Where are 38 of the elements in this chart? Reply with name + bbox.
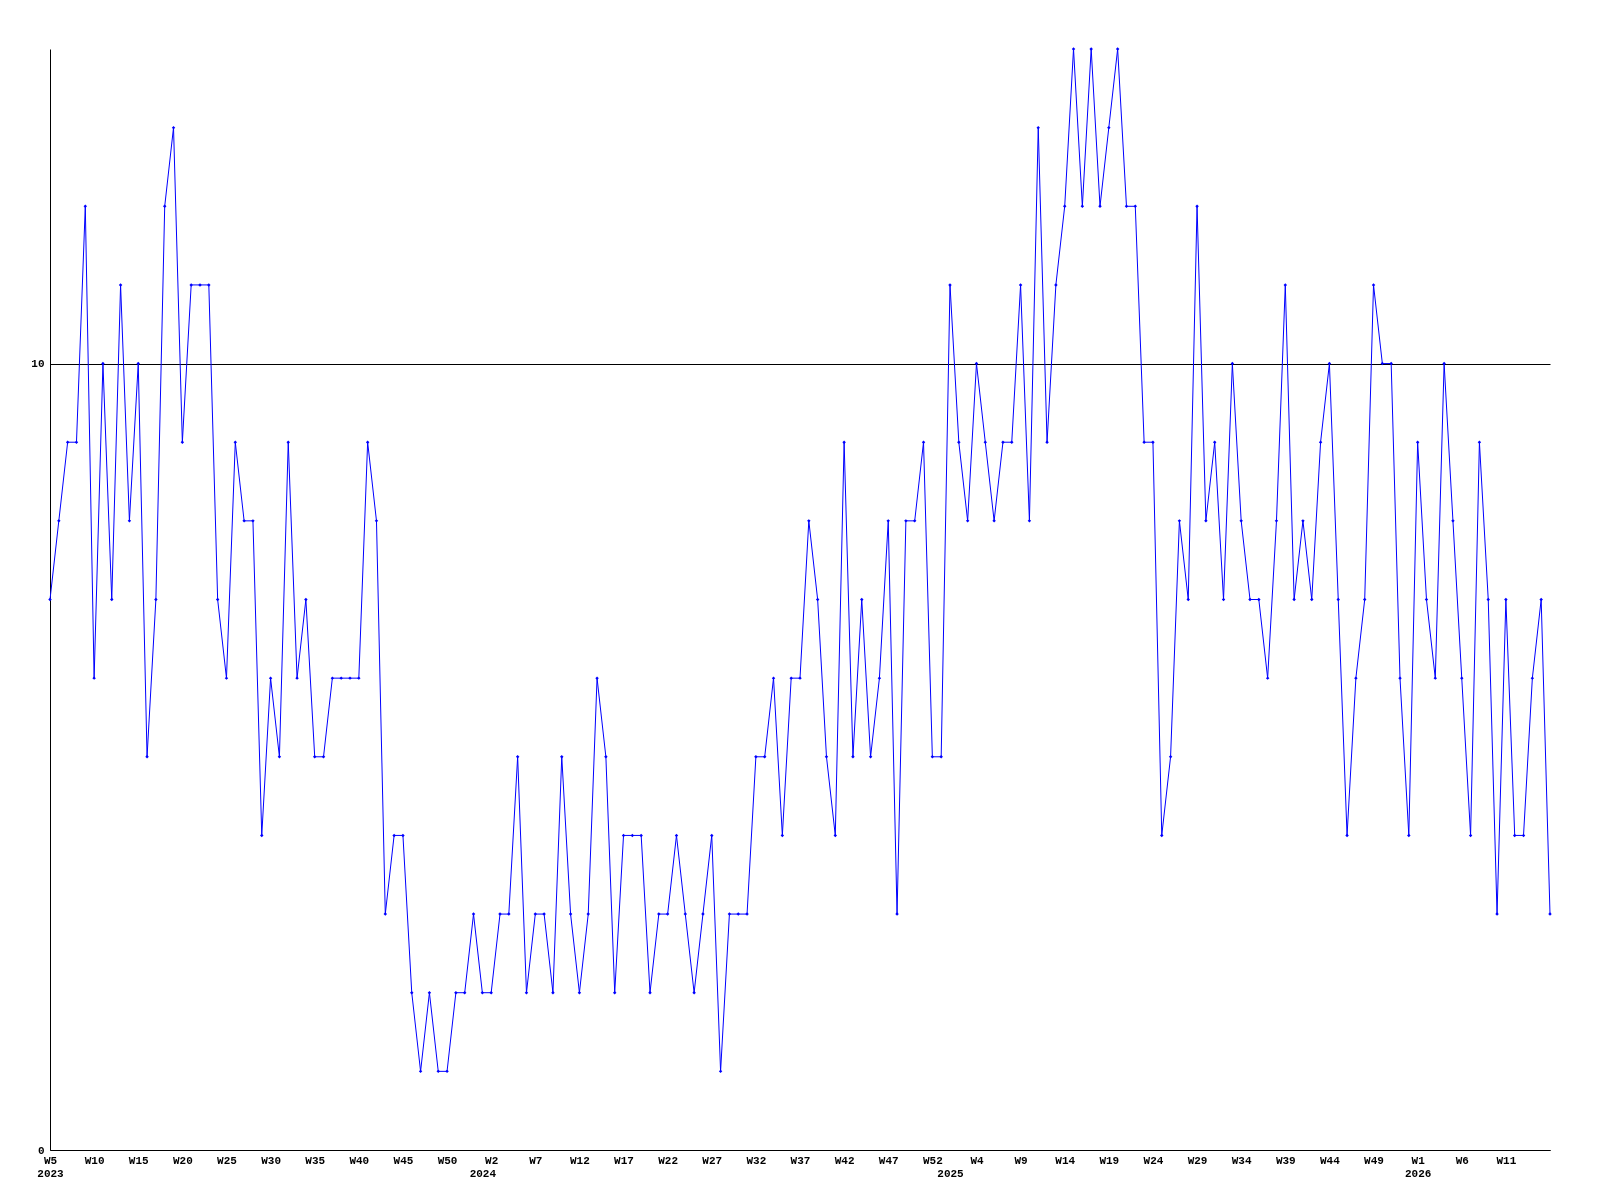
x-tick-label: W52 <box>922 1154 943 1167</box>
x-tick-label: W11 <box>1496 1154 1517 1167</box>
x-tick-label: W12 <box>570 1154 590 1167</box>
x-tick-label: W32 <box>746 1154 767 1167</box>
x-tick-label: W39 <box>1275 1154 1296 1167</box>
x-tick-label: W2 <box>485 1154 499 1167</box>
x-tick-label: W45 <box>393 1154 414 1167</box>
x-tick-label: W6 <box>1455 1154 1469 1167</box>
y-tick-label: 0 <box>37 1144 45 1157</box>
x-tick-label: W35 <box>305 1154 326 1167</box>
x-tick-label: W15 <box>128 1154 150 1167</box>
x-tick-label: W20 <box>172 1154 193 1167</box>
x-tick-label: W50 <box>437 1154 458 1167</box>
x-tick-label: 2024 <box>469 1167 497 1180</box>
x-tick-label: W19 <box>1099 1154 1120 1167</box>
x-tick-label: W24 <box>1143 1154 1164 1167</box>
x-tick-label: W49 <box>1364 1154 1384 1167</box>
x-tick-label: W17 <box>614 1154 634 1167</box>
x-tick-label: W30 <box>261 1154 281 1167</box>
x-tick-label: W44 <box>1320 1154 1341 1167</box>
x-tick-label: W5 2023 <box>37 1154 65 1180</box>
x-tick-label: W22 <box>658 1154 679 1167</box>
x-tick-label: W29 <box>1187 1154 1208 1167</box>
x-tick-label: W27 <box>702 1154 723 1167</box>
y-tick-label: 10 <box>31 358 45 371</box>
x-tick-label: W37 <box>790 1154 811 1167</box>
x-tick-label: W9 <box>1014 1154 1028 1167</box>
x-tick-label: W7 <box>529 1154 543 1167</box>
x-tick-label: W4 <box>970 1154 984 1167</box>
x-tick-label: W14 <box>1055 1154 1076 1167</box>
x-tick-label: 2025 <box>937 1167 965 1180</box>
x-tick-label: W1 2026 <box>1404 1154 1432 1180</box>
x-tick-label: W34 <box>1231 1154 1252 1167</box>
x-tick-label: W10 <box>84 1154 105 1167</box>
x-tick-label: W40 <box>349 1154 370 1167</box>
x-tick-label: W25 <box>217 1154 238 1167</box>
x-tick-label: W42 <box>834 1154 855 1167</box>
x-tick-label: W47 <box>878 1154 899 1167</box>
